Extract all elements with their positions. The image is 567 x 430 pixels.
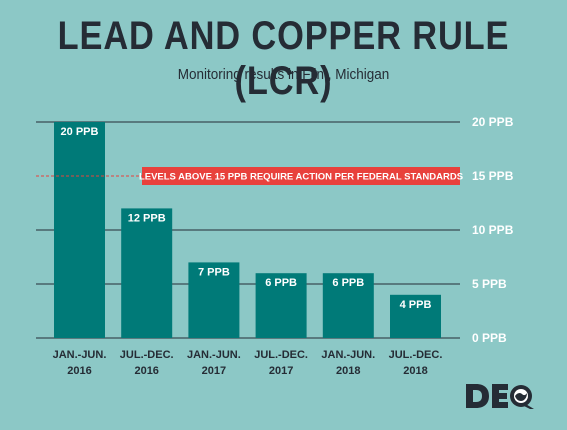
x-tick-label: 2017 — [202, 365, 226, 377]
bar — [322, 273, 374, 338]
bar — [188, 262, 240, 338]
data-label: 6 PPB — [265, 277, 297, 289]
data-labels: 20 PPB 12 PPB 7 PPB 6 PPB 6 PPB 4 PPB — [61, 126, 432, 311]
y-tick-label: 20 PPB — [472, 115, 514, 129]
bar — [255, 273, 307, 338]
threshold-annotation: LEVELS ABOVE 15 PPB REQUIRE ACTION PER F… — [36, 167, 463, 185]
gridlines — [36, 121, 460, 339]
x-tick-label: 2018 — [403, 365, 427, 377]
y-tick-label: 0 PPB — [472, 331, 507, 345]
x-tick-label: JAN.-JUN. — [53, 349, 107, 361]
x-tick-label: JUL.-DEC. — [254, 349, 308, 361]
x-tick-label: JUL.-DEC. — [120, 349, 174, 361]
x-tick-label: JUL.-DEC. — [389, 349, 443, 361]
data-label: 4 PPB — [400, 299, 432, 311]
data-label: 20 PPB — [61, 126, 99, 138]
x-tick-label: 2016 — [134, 365, 158, 377]
data-label: 7 PPB — [198, 266, 230, 278]
data-label: 12 PPB — [128, 212, 166, 224]
chart-title: LEAD AND COPPER RULE (LCR) — [57, 14, 510, 103]
y-tick-label: 5 PPB — [472, 277, 507, 291]
bar — [121, 208, 173, 338]
data-label: 6 PPB — [332, 277, 364, 289]
threshold-label-box — [142, 167, 460, 185]
x-tick-label: 2017 — [269, 365, 293, 377]
chart-subtitle: Monitoring results in Flint, Michigan — [177, 66, 390, 83]
x-tick-label: 2016 — [67, 365, 91, 377]
deq-logo-icon — [466, 384, 534, 409]
x-tick-label: JAN.-JUN. — [187, 349, 241, 361]
y-tick-label: 15 PPB — [472, 169, 514, 183]
threshold-label: LEVELS ABOVE 15 PPB REQUIRE ACTION PER F… — [139, 172, 463, 183]
bar — [54, 122, 105, 338]
y-axis-ticks: 20 PPB 15 PPB 10 PPB 5 PPB 0 PPB — [472, 115, 514, 345]
x-axis-ticks: JAN.-JUN. 2016 JUL.-DEC. 2016 JAN.-JUN. 2017 J… — [53, 349, 443, 377]
x-tick-label: 2018 — [336, 365, 360, 377]
bars — [54, 122, 441, 338]
y-tick-label: 10 PPB — [472, 223, 514, 237]
bar — [390, 294, 441, 338]
x-tick-label: JAN.-JUN. — [321, 349, 375, 361]
